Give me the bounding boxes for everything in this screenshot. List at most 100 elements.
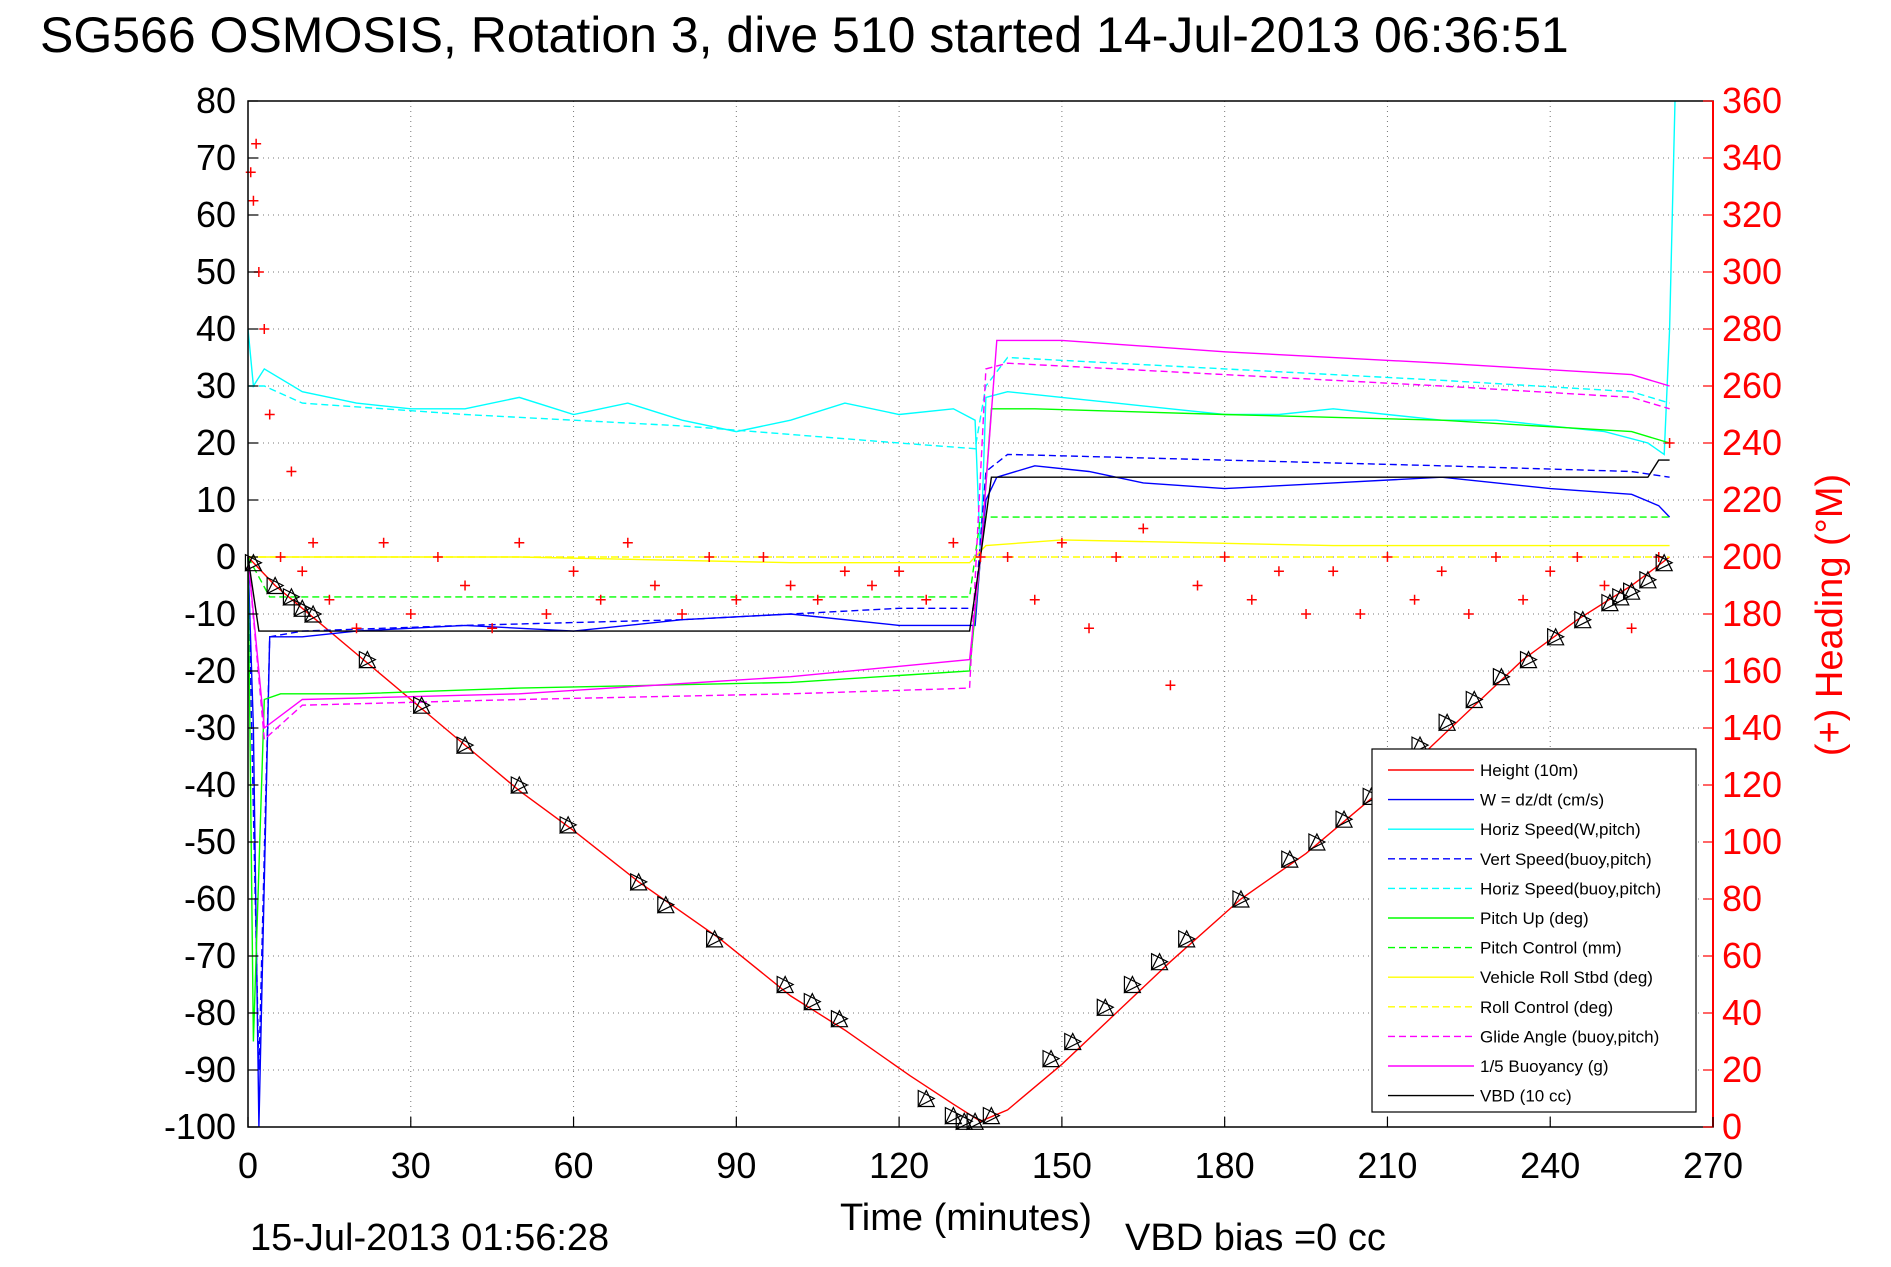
heading-marker: [1165, 680, 1176, 691]
y-tick-label: -60: [184, 878, 236, 919]
depth-marker: [1063, 1032, 1083, 1051]
y-tick-label: 60: [196, 194, 236, 235]
heading-marker: [1626, 623, 1637, 634]
depth-marker: [803, 992, 822, 1011]
depth-marker: [1573, 610, 1593, 629]
series-line: [247, 408, 1670, 1042]
heading-marker: [1518, 594, 1529, 605]
legend-label: W = dz/dt (cm/s): [1480, 791, 1604, 810]
heading-marker: [1056, 537, 1067, 548]
marker-layer: [244, 138, 1675, 1131]
y2-tick-label: 20: [1722, 1049, 1762, 1090]
y2-tick-label: 160: [1722, 650, 1782, 691]
heading-marker: [405, 609, 416, 619]
heading-marker: [308, 537, 319, 548]
legend-label: Vert Speed(buoy,pitch): [1480, 850, 1652, 869]
y-tick-label: 30: [196, 365, 236, 406]
y-tick-label: 40: [196, 308, 236, 349]
depth-marker: [1546, 627, 1565, 646]
heading-marker: [948, 537, 959, 548]
y-tick-label: -90: [184, 1049, 236, 1090]
heading-marker: [1409, 594, 1420, 605]
y-tick-label: -10: [184, 593, 236, 634]
y-tick-label: -100: [164, 1106, 236, 1147]
y2-tick-label: 320: [1722, 194, 1782, 235]
depth-marker: [1655, 553, 1674, 572]
depth-marker: [1096, 997, 1115, 1017]
x-tick-label: 120: [869, 1145, 929, 1186]
depth-marker: [1231, 889, 1251, 908]
footer-vbd-bias: VBD bias =0 cc: [1125, 1217, 1386, 1259]
y2-tick-label: 340: [1722, 137, 1782, 178]
depth-marker: [917, 1089, 936, 1108]
y-tick-label: -30: [184, 707, 236, 748]
legend-label: Glide Angle (buoy,pitch): [1480, 1027, 1659, 1046]
y-tick-label: 50: [196, 251, 236, 292]
legend-label: Roll Control (deg): [1480, 998, 1613, 1017]
depth-marker: [1123, 975, 1142, 994]
y2-tick-label: 60: [1722, 935, 1762, 976]
heading-marker: [1463, 609, 1474, 619]
heading-marker: [866, 580, 877, 591]
depth-marker: [1307, 832, 1327, 851]
heading-marker: [351, 623, 362, 634]
depth-marker: [1042, 1049, 1061, 1068]
heading-marker: [1246, 594, 1257, 605]
y-tick-label: -20: [184, 650, 236, 691]
depth-marker: [266, 576, 285, 595]
y2-tick-label: 140: [1722, 707, 1782, 748]
depth-marker: [1150, 952, 1169, 971]
heading-marker: [248, 195, 259, 206]
heading-marker: [1355, 609, 1366, 619]
heading-marker: [1273, 566, 1284, 577]
depth-marker: [1335, 809, 1354, 829]
depth-marker: [982, 1106, 1001, 1125]
depth-marker: [1465, 690, 1484, 709]
y2-tick-label: 120: [1722, 764, 1782, 805]
heading-marker: [1545, 566, 1556, 577]
heading-marker: [731, 594, 742, 605]
heading-marker: [649, 580, 660, 591]
depth-marker: [1280, 849, 1300, 869]
heading-marker: [264, 409, 275, 420]
depth-marker: [412, 695, 431, 715]
y-tick-label: -80: [184, 992, 236, 1033]
heading-marker: [1572, 552, 1583, 562]
legend: Height (10m) W = dz/dt (cm/s) Horiz Speed(…: [1371, 748, 1697, 1113]
depth-marker: [282, 587, 301, 606]
heading-marker: [1192, 580, 1203, 591]
depth-marker: [1438, 712, 1457, 732]
heading-marker: [1490, 552, 1501, 562]
x-tick-label: 150: [1032, 1145, 1092, 1186]
depth-marker: [966, 1111, 985, 1131]
y-tick-label: -50: [184, 821, 236, 862]
series-line: [247, 362, 1670, 741]
y-tick-label: 0: [216, 536, 236, 577]
y-tick-label: 70: [196, 137, 236, 178]
x-tick-label: 210: [1357, 1145, 1417, 1186]
y2-tick-label: 260: [1722, 365, 1782, 406]
legend-label: Height (10m): [1480, 761, 1578, 780]
heading-marker: [324, 594, 335, 605]
heading-marker: [758, 552, 769, 562]
y2-tick-label: 200: [1722, 536, 1782, 577]
legend-label: Horiz Speed(W,pitch): [1480, 820, 1641, 839]
legend-label: VBD (10 cc): [1480, 1087, 1572, 1106]
y-tick-label: 80: [196, 80, 236, 121]
depth-marker: [629, 872, 649, 891]
depth-marker: [244, 553, 263, 572]
heading-marker: [839, 566, 850, 577]
heading-marker: [1436, 566, 1447, 577]
legend-label: Pitch Up (deg): [1480, 909, 1589, 928]
y-tick-label: -70: [184, 935, 236, 976]
y2-tick-label: 220: [1722, 479, 1782, 520]
y-tick-label: 10: [196, 479, 236, 520]
depth-marker: [293, 598, 312, 618]
heading-marker: [704, 552, 715, 562]
depth-marker: [456, 735, 475, 755]
y2-tick-label: 40: [1722, 992, 1762, 1033]
y2-tick-label: 100: [1722, 821, 1782, 862]
y2-tick-label: 240: [1722, 422, 1782, 463]
x-tick-label: 60: [554, 1145, 594, 1186]
y-tick-labels: -100-90-80-70-60-50-40-30-20-10010203040…: [164, 80, 258, 1147]
